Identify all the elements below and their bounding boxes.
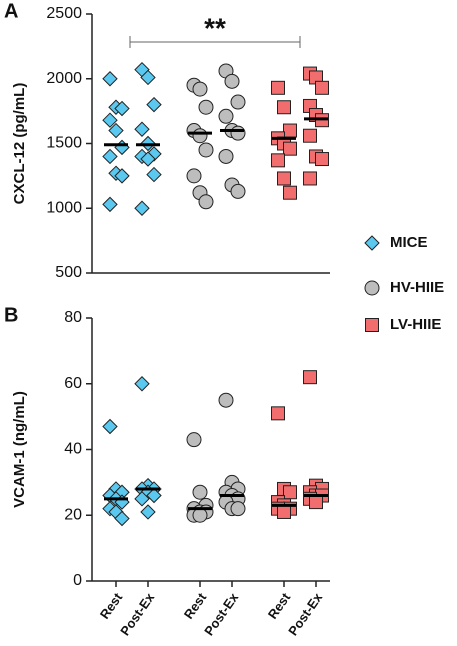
data-point	[224, 73, 240, 89]
y-tick-label: 2500	[46, 5, 82, 22]
data-point	[283, 185, 297, 200]
significance: **	[204, 12, 226, 43]
y-tick-label: 0	[73, 572, 82, 589]
data-point	[277, 100, 291, 115]
data-point	[277, 171, 291, 186]
data-point	[303, 128, 317, 143]
y-axis-label: VCAM-1 (ng/mL)	[11, 391, 28, 508]
data-point	[134, 121, 150, 137]
data-point	[198, 99, 214, 115]
data-point	[192, 81, 208, 97]
data-point	[102, 71, 118, 87]
legend-marker	[364, 235, 380, 251]
data-point	[140, 69, 156, 86]
data-point	[186, 168, 202, 184]
data-point	[192, 484, 208, 500]
legend-label: HV-HIIE	[390, 279, 444, 296]
data-point	[140, 504, 156, 520]
legend-marker	[365, 318, 379, 332]
data-point	[230, 94, 246, 110]
data-point	[283, 141, 297, 156]
data-point	[134, 491, 150, 507]
y-tick-label: 80	[64, 309, 82, 326]
data-point	[303, 370, 317, 385]
data-point	[283, 485, 297, 500]
data-point	[114, 168, 130, 184]
data-point	[271, 406, 285, 421]
data-point	[114, 139, 130, 156]
panel-label: A	[4, 0, 18, 22]
data-point	[277, 504, 291, 519]
y-tick-label: 1500	[46, 135, 82, 152]
data-point	[114, 510, 130, 527]
data-point	[102, 196, 118, 213]
data-point	[146, 166, 162, 183]
data-point	[309, 495, 323, 510]
x-tick-label: Rest	[181, 590, 210, 622]
y-tick-label: 40	[64, 441, 82, 458]
data-point	[271, 153, 285, 168]
data-point	[303, 171, 317, 186]
legend-label: MICE	[390, 234, 428, 251]
data-point	[102, 418, 118, 435]
y-tick-label: 2000	[46, 70, 82, 87]
data-point	[134, 200, 150, 216]
data-point	[271, 80, 285, 95]
data-point	[140, 151, 156, 167]
data-point	[186, 432, 202, 448]
data-point	[102, 112, 118, 128]
data-point	[146, 96, 162, 113]
x-tick-label: Post-Ex	[117, 589, 157, 638]
data-point	[102, 148, 118, 165]
data-point	[230, 183, 246, 199]
data-point	[198, 142, 214, 158]
y-tick-label: 1000	[46, 199, 82, 216]
y-tick-label: 20	[64, 506, 82, 523]
data-point	[218, 392, 234, 408]
y-tick-label: 500	[55, 264, 82, 281]
data-point	[230, 501, 246, 517]
x-tick-label: Rest	[265, 590, 294, 622]
legend-marker	[364, 280, 380, 296]
x-tick-label: Rest	[97, 590, 126, 622]
data-point	[192, 128, 208, 144]
y-axis-label: CXCL-12 (pg/mL)	[11, 83, 28, 205]
data-point	[283, 123, 297, 138]
x-tick-label: Post-Ex	[201, 589, 241, 638]
data-point	[198, 194, 214, 210]
data-point	[218, 148, 234, 164]
data-point	[192, 507, 208, 523]
data-point	[315, 80, 329, 95]
data-point	[230, 125, 246, 141]
data-point	[108, 122, 124, 139]
x-tick-label: Post-Ex	[285, 589, 325, 638]
y-tick-label: 60	[64, 375, 82, 392]
data-point	[134, 376, 150, 392]
data-point	[315, 152, 329, 167]
data-point	[146, 487, 162, 504]
data-point	[114, 100, 130, 117]
data-point	[218, 108, 234, 124]
panel-label: B	[4, 304, 18, 326]
legend-label: LV-HIIE	[390, 316, 441, 333]
